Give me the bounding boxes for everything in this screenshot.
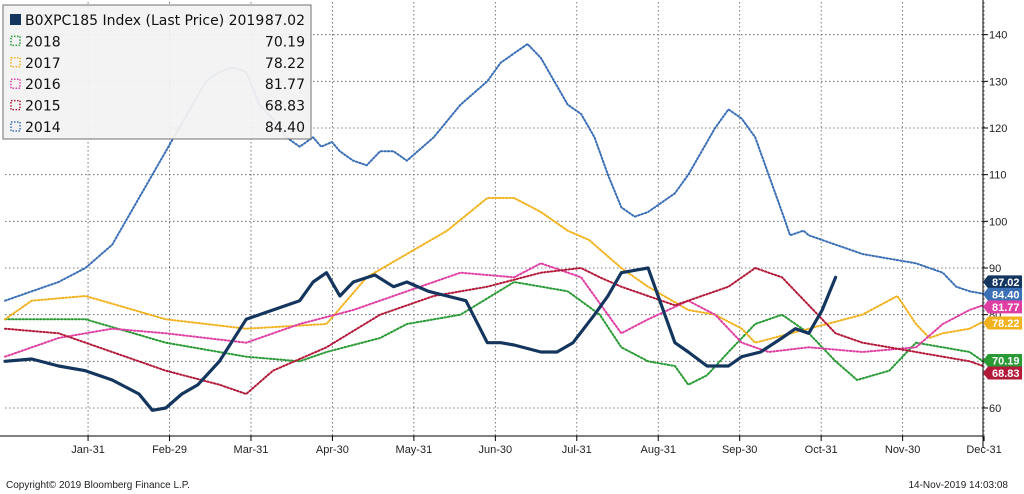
legend-entry-value: 81.77 bbox=[265, 77, 305, 93]
x-tick-label: Dec-31 bbox=[966, 444, 1001, 456]
end-tag-label: 87.02 bbox=[992, 277, 1020, 289]
x-tick-label: Mar-31 bbox=[234, 444, 269, 456]
y-tick-label: 130 bbox=[989, 76, 1007, 88]
y-tick-label: 60 bbox=[989, 403, 1001, 415]
x-tick-label: Sep-30 bbox=[722, 444, 757, 456]
series-line-2015 bbox=[4, 267, 984, 395]
x-tick-label: Nov-30 bbox=[885, 444, 920, 456]
end-tag-shape bbox=[983, 366, 1022, 380]
x-tick-label: Jun-30 bbox=[479, 444, 513, 456]
x-tick-label: Aug-31 bbox=[641, 444, 676, 456]
copyright-text: Copyright© 2019 Bloomberg Finance L.P. bbox=[6, 480, 190, 491]
legend-swatch bbox=[10, 121, 21, 132]
x-tick-label: Feb-29 bbox=[152, 444, 187, 456]
series-line-2016 bbox=[4, 262, 984, 358]
y-tick-label: 100 bbox=[989, 216, 1007, 228]
legend-swatch bbox=[10, 35, 21, 47]
end-tag: 78.22 bbox=[983, 316, 1022, 330]
end-tag: 84.40 bbox=[983, 287, 1022, 301]
x-tick-label: Jan-31 bbox=[71, 444, 105, 456]
y-axis: 60708090100110120130140 bbox=[982, 0, 1007, 448]
x-tick-label: Oct-31 bbox=[805, 444, 838, 456]
legend-swatch bbox=[10, 99, 21, 111]
legend-entry-value: 87.02 bbox=[265, 13, 305, 29]
legend-entry-name: B0XPC185 Index (Last Price) 2019 bbox=[25, 13, 264, 29]
end-tag: 81.77 bbox=[983, 300, 1022, 314]
legend-entry-value: 78.22 bbox=[265, 56, 305, 72]
legend-swatch bbox=[10, 78, 21, 89]
end-tag-label: 68.83 bbox=[992, 368, 1020, 380]
legend-entry-value: 68.83 bbox=[265, 99, 305, 115]
y-tick-label: 140 bbox=[989, 30, 1007, 42]
end-tag-shape bbox=[983, 287, 1022, 301]
end-tag-shape bbox=[983, 353, 1022, 367]
end-tag-shape bbox=[983, 300, 1022, 314]
y-tick-label: 120 bbox=[989, 123, 1007, 135]
end-tag-label: 84.40 bbox=[992, 289, 1020, 301]
end-tag-label: 70.19 bbox=[992, 355, 1020, 367]
series-line-2018 bbox=[4, 281, 984, 386]
end-tag-shape bbox=[983, 275, 1022, 289]
legend-entry-value: 70.19 bbox=[265, 34, 305, 50]
legend-entry-name: 2016 bbox=[25, 77, 61, 93]
x-tick-label: May-31 bbox=[396, 444, 433, 456]
x-axis: Jan-31 Feb-29 Mar-31 Apr-30 May-31 Jun-30 Jul-… bbox=[0, 435, 1002, 456]
legend-entry-name: 2017 bbox=[25, 56, 61, 72]
end-tag-label: 78.22 bbox=[992, 318, 1020, 330]
y-tick-label: 90 bbox=[989, 263, 1001, 275]
legend-box bbox=[2, 4, 312, 140]
x-tick-label: Apr-30 bbox=[316, 444, 349, 456]
legend-entry-name: 2015 bbox=[25, 99, 61, 115]
legend: B0XPC185 Index (Last Price) 2019 87.02 201… bbox=[2, 4, 312, 140]
series-line-2017 bbox=[4, 197, 984, 344]
end-tag: 87.02 bbox=[983, 275, 1022, 289]
legend-entry-name: 2018 bbox=[25, 34, 61, 50]
legend-entry-name: 2014 bbox=[25, 120, 61, 136]
end-tag-shape bbox=[983, 316, 1022, 330]
series-layer bbox=[3, 43, 984, 412]
y-tick-label: 110 bbox=[989, 170, 1007, 182]
x-tick-label: Jul-31 bbox=[562, 444, 592, 456]
end-tag: 68.83 bbox=[983, 366, 1022, 380]
legend-swatch bbox=[10, 57, 21, 68]
end-tag-label: 81.77 bbox=[992, 302, 1020, 314]
series-line-b0xpc185-index-last-price-2019 bbox=[3, 266, 838, 412]
timestamp-text: 14-Nov-2019 14:03:08 bbox=[908, 480, 1008, 491]
legend-swatch bbox=[10, 14, 21, 25]
end-tag: 70.19 bbox=[983, 353, 1022, 367]
legend-entry-value: 84.40 bbox=[265, 120, 305, 136]
